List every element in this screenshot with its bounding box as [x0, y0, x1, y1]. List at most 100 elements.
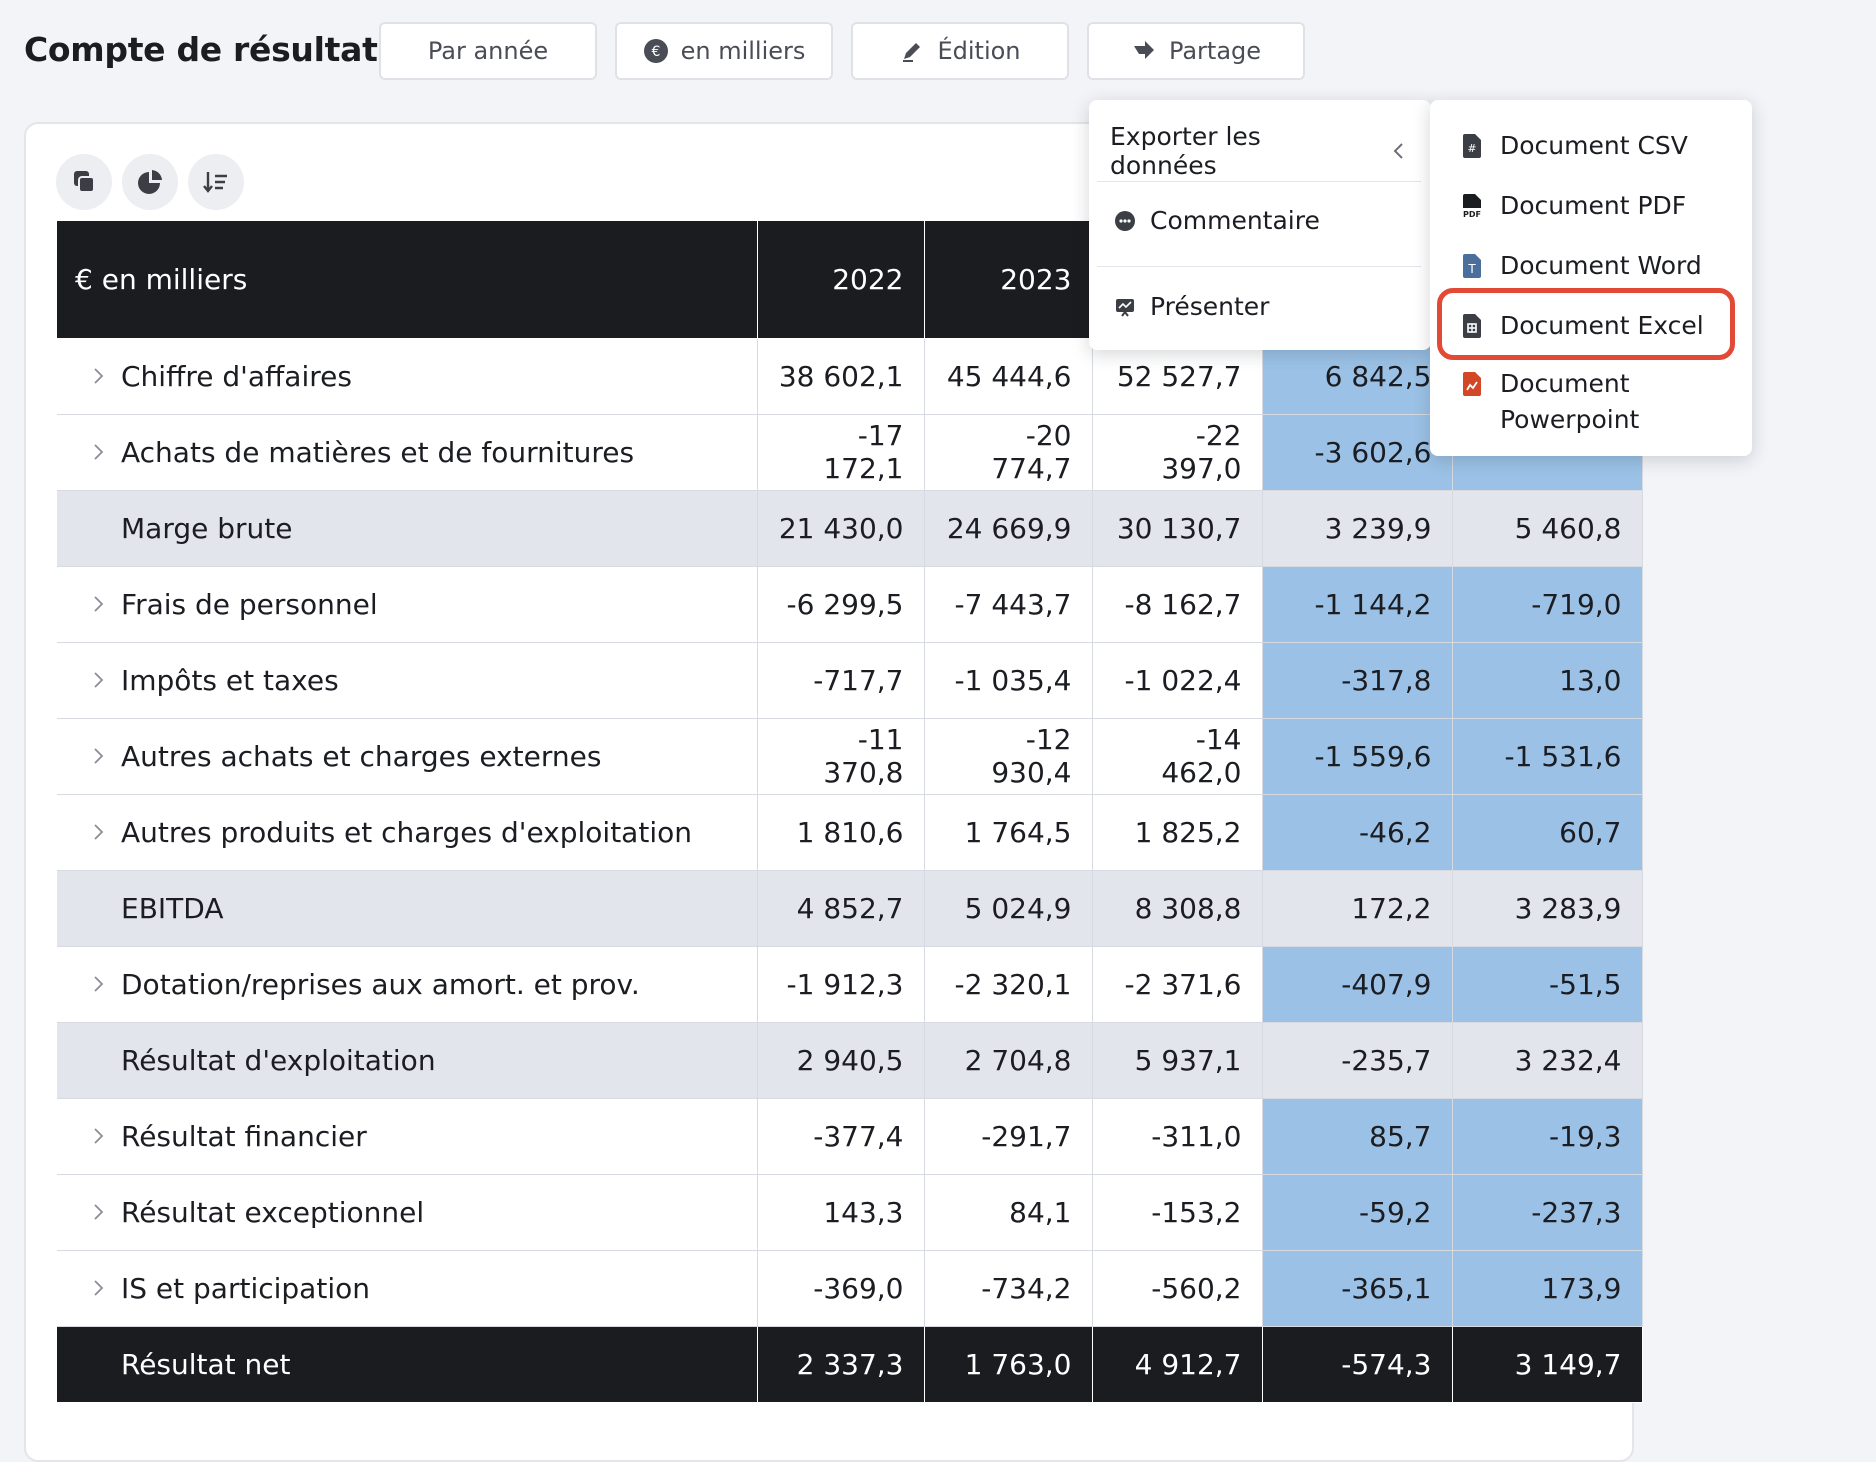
table-row[interactable]: Dotation/reprises aux amort. et prov. -1…: [57, 946, 1643, 1023]
cell-value: -19,3: [1452, 1098, 1643, 1175]
chevron-right-icon[interactable]: [87, 1277, 109, 1299]
export-powerpoint-label: Document Powerpoint: [1500, 366, 1639, 438]
column-header[interactable]: 2022: [757, 221, 925, 339]
cell-value: 3 239,9: [1262, 490, 1453, 567]
table-row[interactable]: Autres produits et charges d'exploitatio…: [57, 794, 1643, 871]
sort-button[interactable]: [188, 154, 244, 210]
cell-value: -1 035,4: [924, 642, 1093, 719]
cell-value: 4 852,7: [757, 870, 925, 947]
cell-value: 172,2: [1262, 870, 1453, 947]
chevron-left-icon: [1393, 143, 1403, 159]
export-excel-item[interactable]: Document Excel: [1460, 308, 1704, 344]
chevron-right-icon[interactable]: [87, 669, 109, 691]
comment-item[interactable]: Commentaire: [1114, 206, 1320, 235]
total-row: Résultat net 2 337,3 1 763,0 4 912,7 -57…: [57, 1326, 1643, 1403]
share-arrow-icon: [1133, 41, 1154, 59]
unit-header: € en milliers: [57, 221, 758, 339]
export-csv-label: Document CSV: [1500, 131, 1688, 160]
table-row[interactable]: IS et participation -369,0 -734,2 -560,2…: [57, 1250, 1643, 1327]
export-powerpoint-label-line2: Powerpoint: [1500, 405, 1640, 434]
svg-text:#: #: [1467, 142, 1476, 155]
edit-button[interactable]: Édition: [851, 22, 1069, 80]
cell-value: 3 149,7: [1452, 1326, 1643, 1403]
cell-value: -22 397,0: [1092, 414, 1263, 491]
export-word-label: Document Word: [1500, 251, 1702, 280]
cell-value: 173,9: [1452, 1250, 1643, 1327]
table-row[interactable]: Achats de matières et de fournitures -17…: [57, 414, 1643, 491]
cell-value: 38 602,1: [757, 338, 925, 415]
cell-value: -574,3: [1262, 1326, 1453, 1403]
units-button[interactable]: € en milliers: [615, 22, 833, 80]
chevron-right-icon[interactable]: [87, 821, 109, 843]
powerpoint-file-icon: [1463, 372, 1481, 396]
row-label: EBITDA: [121, 891, 224, 925]
table-row[interactable]: Résultat financier -377,4 -291,7 -311,0 …: [57, 1098, 1643, 1175]
chevron-right-icon[interactable]: [87, 745, 109, 767]
word-file-icon: T: [1463, 254, 1481, 278]
cell-value: -2 371,6: [1092, 946, 1263, 1023]
chevron-right-icon[interactable]: [87, 1125, 109, 1147]
table-row[interactable]: Autres achats et charges externes -11 37…: [57, 718, 1643, 795]
present-label: Présenter: [1150, 292, 1270, 321]
cell-value: 1 825,2: [1092, 794, 1263, 871]
row-label: Dotation/reprises aux amort. et prov.: [121, 967, 640, 1001]
cell-value: -237,3: [1452, 1174, 1643, 1251]
cell-value: 2 704,8: [924, 1022, 1093, 1099]
present-item[interactable]: Présenter: [1114, 292, 1269, 321]
cell-value: -1 022,4: [1092, 642, 1263, 719]
subtotal-row: Marge brute 21 430,0 24 669,9 30 130,7 3…: [57, 490, 1643, 567]
copy-button[interactable]: [56, 154, 112, 210]
cell-value: 3 283,9: [1452, 870, 1643, 947]
column-header[interactable]: 2023: [924, 221, 1093, 339]
share-button[interactable]: Partage: [1087, 22, 1305, 80]
cell-value: 5 460,8: [1452, 490, 1643, 567]
cell-value: -20 774,7: [924, 414, 1093, 491]
cell-value: 5 937,1: [1092, 1022, 1263, 1099]
cell-value: 8 308,8: [1092, 870, 1263, 947]
cell-value: 24 669,9: [924, 490, 1093, 567]
chevron-right-icon[interactable]: [87, 441, 109, 463]
export-data-item[interactable]: Exporter les données: [1110, 122, 1410, 180]
row-label: Résultat financier: [121, 1119, 367, 1153]
chevron-right-icon[interactable]: [87, 593, 109, 615]
cell-value: -51,5: [1452, 946, 1643, 1023]
table-row[interactable]: Impôts et taxes -717,7 -1 035,4 -1 022,4…: [57, 642, 1643, 719]
cell-value: 2 337,3: [757, 1326, 925, 1403]
export-powerpoint-item[interactable]: Document Powerpoint: [1460, 366, 1639, 438]
cell-value: -11 370,8: [757, 718, 925, 795]
cell-value: -291,7: [924, 1098, 1093, 1175]
export-powerpoint-label-line1: Document: [1500, 369, 1630, 398]
cell-value: -734,2: [924, 1250, 1093, 1327]
cell-value: -46,2: [1262, 794, 1453, 871]
svg-text:PDF: PDF: [1463, 210, 1481, 219]
share-label: Partage: [1168, 37, 1262, 65]
subtotal-row: EBITDA 4 852,7 5 024,9 8 308,8 172,2 3 2…: [57, 870, 1643, 947]
svg-text:T: T: [1467, 262, 1476, 276]
cell-value: 3 232,4: [1452, 1022, 1643, 1099]
row-label: Impôts et taxes: [121, 663, 339, 697]
export-word-item[interactable]: T Document Word: [1460, 248, 1702, 284]
cell-value: -560,2: [1092, 1250, 1263, 1327]
cell-value: 60,7: [1452, 794, 1643, 871]
table-row[interactable]: Frais de personnel -6 299,5 -7 443,7 -8 …: [57, 566, 1643, 643]
cell-value: 1 763,0: [924, 1326, 1093, 1403]
chevron-right-icon[interactable]: [87, 365, 109, 387]
cell-value: -6 299,5: [757, 566, 925, 643]
cell-value: 84,1: [924, 1174, 1093, 1251]
row-label: Résultat d'exploitation: [121, 1043, 436, 1077]
comment-icon: [1115, 210, 1135, 231]
share-menu: Exporter les données Commentaire Présent…: [1089, 100, 1431, 350]
export-pdf-label: Document PDF: [1500, 191, 1687, 220]
by-year-button[interactable]: Par année: [379, 22, 597, 80]
chart-button[interactable]: [122, 154, 178, 210]
chevron-right-icon[interactable]: [87, 973, 109, 995]
sort-icon: [203, 172, 227, 193]
table-row[interactable]: Résultat exceptionnel 143,3 84,1 -153,2 …: [57, 1174, 1643, 1251]
export-pdf-item[interactable]: PDF Document PDF: [1460, 188, 1686, 224]
cell-value: 85,7: [1262, 1098, 1453, 1175]
cell-value: -235,7: [1262, 1022, 1453, 1099]
chevron-right-icon[interactable]: [87, 1201, 109, 1223]
cell-value: -12 930,4: [924, 718, 1093, 795]
cell-value: -14 462,0: [1092, 718, 1263, 795]
export-csv-item[interactable]: # Document CSV: [1460, 128, 1688, 164]
